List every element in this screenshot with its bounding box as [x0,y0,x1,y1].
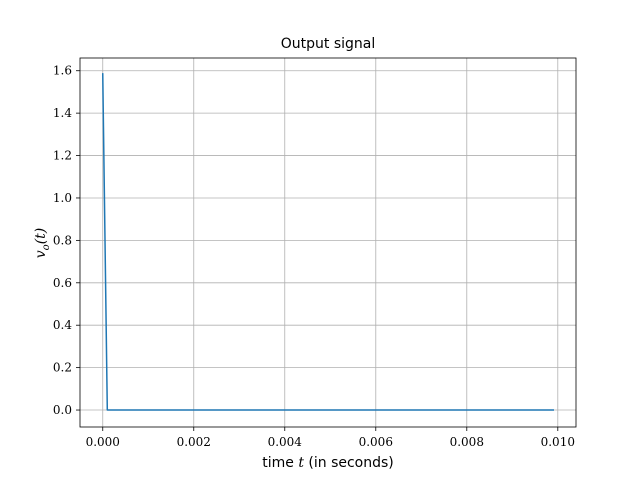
y-tick-label: 1.4 [53,106,72,120]
y-axis-label: vo(t) [33,228,52,259]
x-tick-label: 0.006 [359,435,393,449]
x-tick-label: 0.004 [268,435,303,449]
y-axis-ticks: 0.0 0.2 0.4 0.6 0.8 1.0 1.2 1.4 1.6 [53,64,80,417]
chart-title: Output signal [281,36,376,52]
series-layer [101,73,554,411]
x-tick-label: 0.008 [450,435,484,449]
x-axis-ticks: 0.000 0.002 0.004 0.006 0.008 0.010 [86,427,575,449]
y-tick-label: 1.0 [53,191,72,205]
series-line [101,73,554,411]
plot-frame [79,57,577,428]
x-tick-label: 0.010 [541,435,575,449]
x-tick-label: 0.000 [86,435,120,449]
y-tick-label: 0.4 [53,318,72,332]
y-tick-label: 0.0 [53,403,72,417]
y-tick-label: 1.2 [53,149,72,163]
y-tick-label: 0.2 [53,361,72,375]
y-tick-label: 0.8 [53,233,72,247]
x-axis-label: time t (in seconds) [262,455,394,471]
x-tick-label: 0.002 [177,435,211,449]
y-tick-label: 0.6 [53,276,72,290]
grid-lines [80,58,576,427]
y-tick-label: 1.6 [53,64,72,78]
